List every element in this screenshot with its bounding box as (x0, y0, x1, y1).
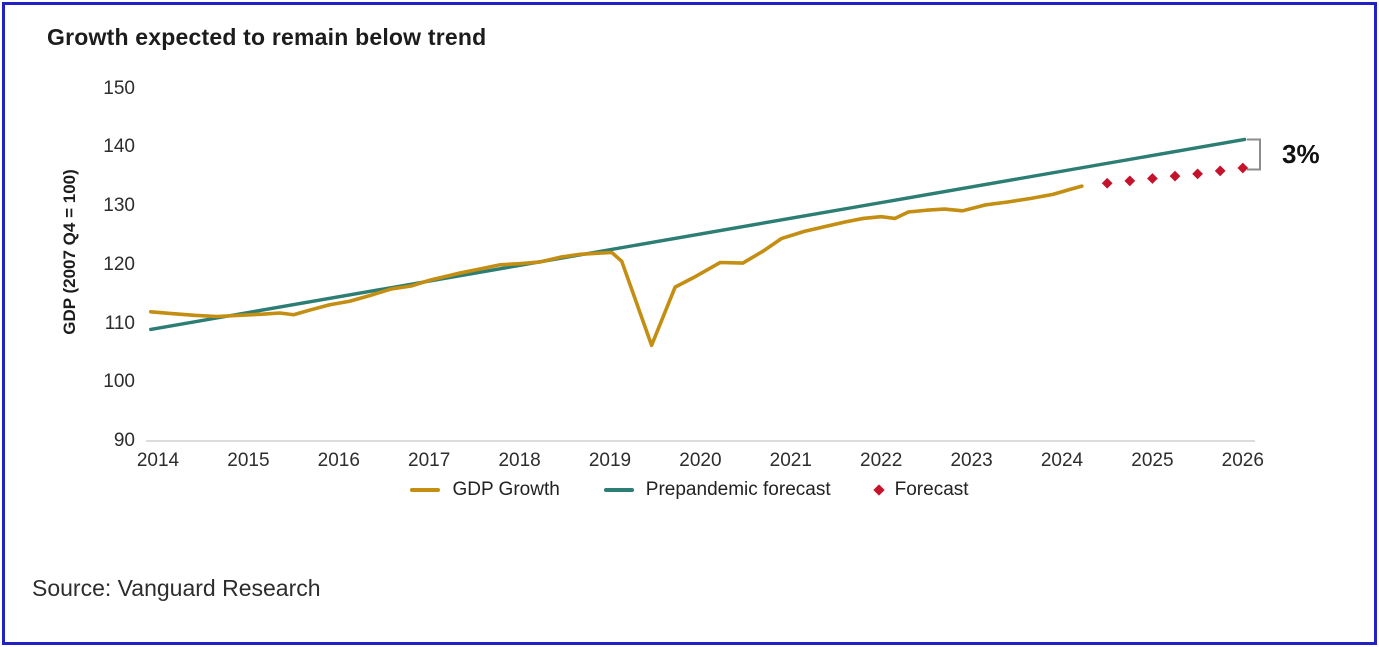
x-tick-label-2016: 2016 (317, 450, 360, 471)
x-tick-label-2015: 2015 (227, 450, 270, 471)
forecast-diamond-marker (1214, 165, 1226, 177)
x-tick-label-2014: 2014 (136, 450, 180, 471)
legend-item-prepandemic-forecast: Prepandemic forecast (603, 479, 831, 501)
y-tick-label-120: 120 (103, 253, 135, 275)
legend-item-gdp-growth: GDP Growth (410, 479, 560, 501)
x-tick-label-2024: 2024 (1040, 450, 1084, 471)
legend: GDP Growth Prepandemic forecast Forecast (0, 479, 1379, 501)
x-tick-label-2017: 2017 (408, 450, 451, 471)
y-tick-label-130: 130 (103, 195, 135, 217)
x-tick-label-2022: 2022 (860, 450, 903, 471)
gdp-growth-line (148, 184, 1084, 348)
chart-title: Growth expected to remain below trend (47, 24, 487, 50)
forecast-diamond-marker (1169, 170, 1181, 182)
gap-bracket (1247, 138, 1261, 171)
forecast-diamond-swatch-icon (872, 484, 885, 496)
x-tick-label-2025: 2025 (1131, 450, 1174, 471)
y-tick-label-110: 110 (104, 312, 135, 334)
forecast-diamond-marker (1147, 173, 1158, 184)
x-tick-label-2026: 2026 (1221, 450, 1264, 471)
x-tick-label-2021: 2021 (769, 450, 812, 471)
forecast-diamond-marker (1192, 168, 1203, 180)
prepandemic-forecast-line (149, 137, 1247, 332)
x-tick-label-2023: 2023 (950, 450, 993, 471)
gdp-growth-line-swatch-icon (410, 488, 441, 492)
x-tick-label-2019: 2019 (588, 450, 632, 471)
source-attribution: Source: Vanguard Research (32, 575, 321, 601)
x-tick-label-2018: 2018 (498, 450, 541, 471)
prepandemic-forecast-line-swatch-icon (603, 488, 634, 492)
y-tick-label-100: 100 (103, 371, 135, 393)
forecast-diamond-marker (1124, 175, 1136, 187)
gap-annotation-label: 3% (1282, 139, 1320, 169)
y-tick-label-90: 90 (113, 430, 135, 451)
legend-label-gdp-growth: GDP Growth (452, 479, 560, 500)
y-tick-label-150: 150 (103, 77, 135, 99)
forecast-diamond-marker (1237, 162, 1249, 174)
legend-label-prepandemic-forecast: Prepandemic forecast (645, 479, 831, 500)
forecast-diamond-marker (1101, 177, 1113, 189)
y-tick-label-140: 140 (103, 136, 135, 158)
legend-label-forecast: Forecast (894, 479, 969, 500)
x-tick-label-2020: 2020 (679, 450, 722, 471)
legend-item-forecast: Forecast (872, 479, 969, 501)
